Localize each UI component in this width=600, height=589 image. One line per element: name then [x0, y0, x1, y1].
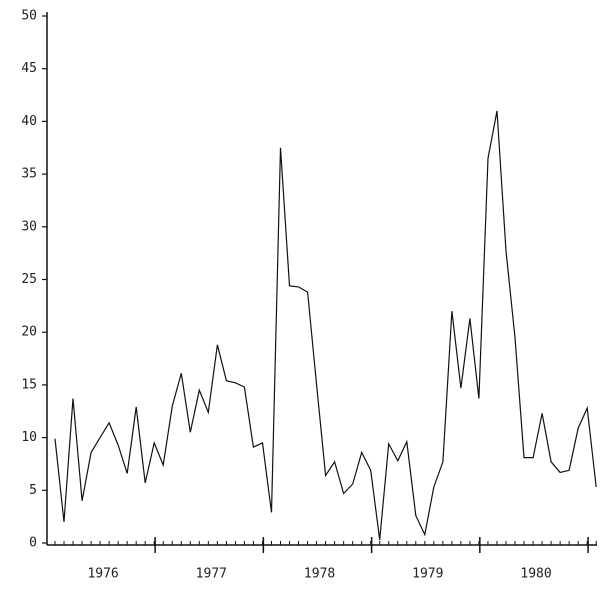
x-tick-label: 1976: [87, 567, 118, 582]
y-tick-label: 50: [21, 9, 37, 24]
y-tick-label: 25: [21, 272, 37, 287]
x-tick-label: 1980: [520, 567, 551, 582]
y-tick-label: 5: [29, 483, 37, 498]
x-tick-label: 1978: [304, 567, 335, 582]
y-tick-label: 30: [21, 219, 37, 234]
y-tick-label: 15: [21, 377, 37, 392]
y-tick-label: 45: [21, 61, 37, 76]
x-tick-label: 1979: [412, 567, 443, 582]
y-tick-label: 35: [21, 167, 37, 182]
x-tick-label: 1977: [196, 567, 227, 582]
y-tick-label: 0: [29, 536, 37, 551]
y-tick-label: 40: [21, 114, 37, 129]
data-line: [54, 110, 597, 540]
y-tick-label: 10: [21, 430, 37, 445]
y-tick-label: 20: [21, 325, 37, 340]
